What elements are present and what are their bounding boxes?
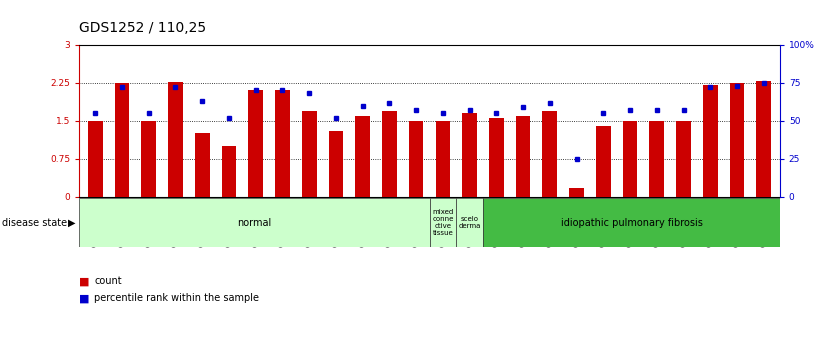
Text: normal: normal: [237, 218, 272, 227]
Bar: [435, 121, 450, 197]
Bar: [515, 116, 530, 197]
Bar: [222, 146, 236, 197]
Text: ■: ■: [79, 294, 90, 303]
Bar: [409, 121, 424, 197]
Bar: [382, 111, 397, 197]
Bar: [456, 198, 484, 247]
Text: ▶: ▶: [68, 218, 75, 227]
Bar: [329, 131, 344, 197]
Bar: [730, 83, 745, 197]
Bar: [703, 85, 717, 197]
Bar: [676, 121, 691, 197]
Bar: [542, 111, 557, 197]
Text: mixed
conne
ctive
tissue: mixed conne ctive tissue: [432, 209, 454, 236]
Bar: [756, 81, 771, 197]
Bar: [249, 90, 263, 197]
Bar: [462, 113, 477, 197]
Bar: [623, 121, 637, 197]
Text: disease state: disease state: [2, 218, 67, 227]
Text: count: count: [94, 276, 122, 286]
Bar: [168, 82, 183, 197]
Text: scelo
derma: scelo derma: [459, 216, 481, 229]
Bar: [275, 90, 289, 197]
Bar: [302, 111, 317, 197]
Bar: [88, 121, 103, 197]
Bar: [355, 116, 370, 197]
Bar: [195, 134, 209, 197]
Bar: [79, 198, 430, 247]
Bar: [484, 198, 780, 247]
Text: GDS1252 / 110,25: GDS1252 / 110,25: [79, 20, 206, 34]
Bar: [596, 126, 610, 197]
Bar: [142, 121, 156, 197]
Bar: [489, 118, 504, 197]
Bar: [650, 121, 664, 197]
Text: percentile rank within the sample: percentile rank within the sample: [94, 294, 259, 303]
Text: ■: ■: [79, 276, 90, 286]
Bar: [570, 188, 584, 197]
Bar: [114, 83, 129, 197]
Bar: [430, 198, 456, 247]
Text: idiopathic pulmonary fibrosis: idiopathic pulmonary fibrosis: [560, 218, 702, 227]
